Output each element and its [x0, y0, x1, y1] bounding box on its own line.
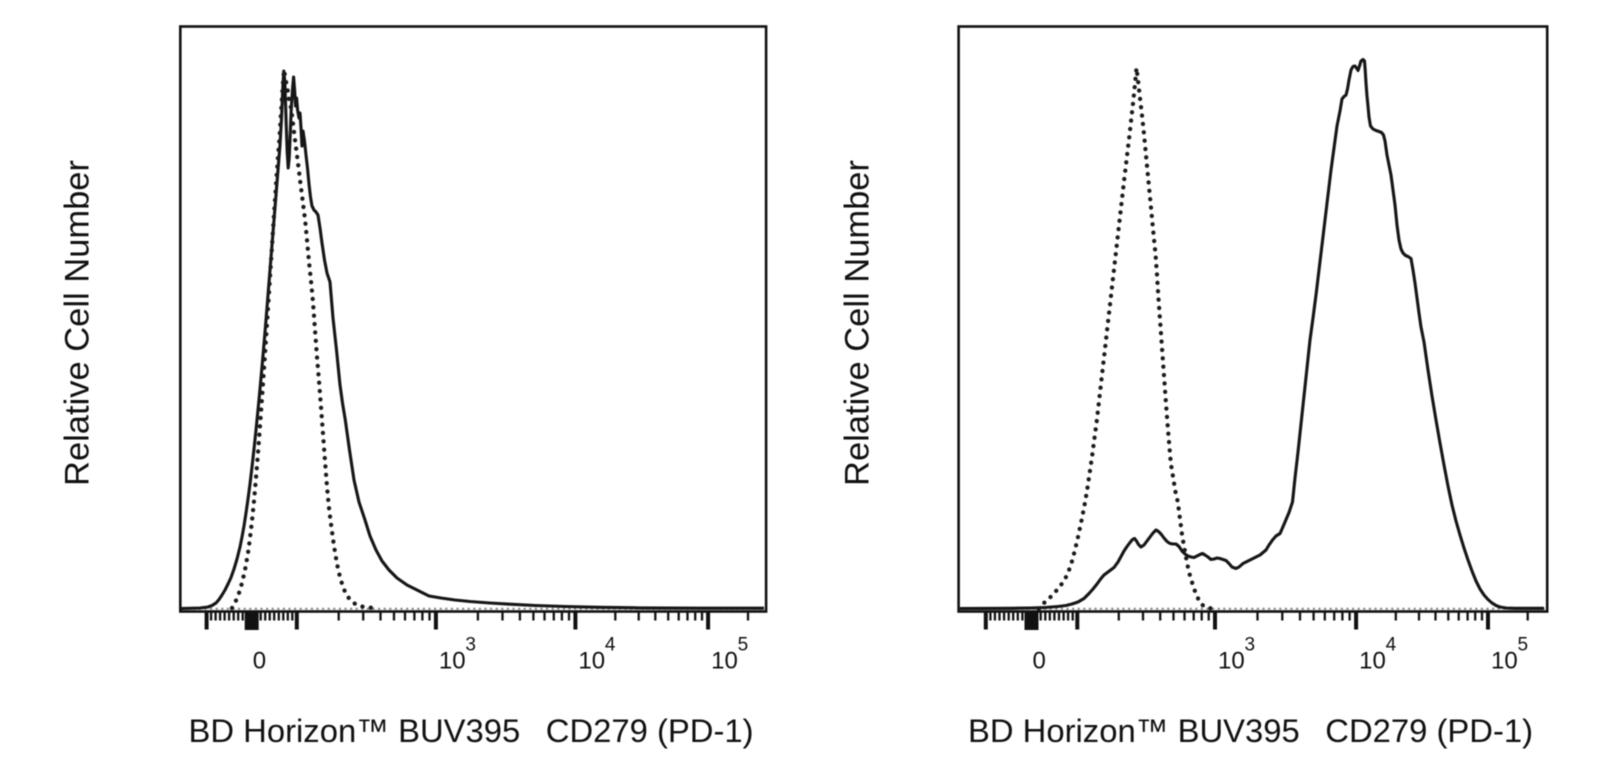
svg-text:4: 4: [605, 635, 616, 656]
svg-text:0: 0: [253, 648, 266, 675]
svg-text:10: 10: [711, 648, 738, 675]
svg-text:BD Horizon™ BUV395 CD279 (PD-: BD Horizon™ BUV395 CD279 (PD-1): [189, 712, 754, 749]
svg-text:10: 10: [578, 648, 605, 675]
svg-text:Relative Cell Number: Relative Cell Number: [59, 160, 97, 486]
svg-text:3: 3: [1245, 635, 1256, 656]
svg-text:0: 0: [1033, 648, 1046, 675]
svg-text:5: 5: [1518, 635, 1529, 656]
svg-text:BD Horizon™ BUV395 CD279 (PD-: BD Horizon™ BUV395 CD279 (PD-1): [968, 712, 1533, 749]
svg-text:Relative Cell Number: Relative Cell Number: [839, 160, 877, 486]
svg-text:10: 10: [439, 648, 466, 675]
svg-text:10: 10: [1491, 648, 1518, 675]
svg-text:3: 3: [465, 635, 476, 656]
svg-text:10: 10: [1359, 648, 1386, 675]
svg-text:10: 10: [1218, 648, 1245, 675]
svg-text:4: 4: [1386, 635, 1397, 656]
svg-text:5: 5: [738, 635, 749, 656]
